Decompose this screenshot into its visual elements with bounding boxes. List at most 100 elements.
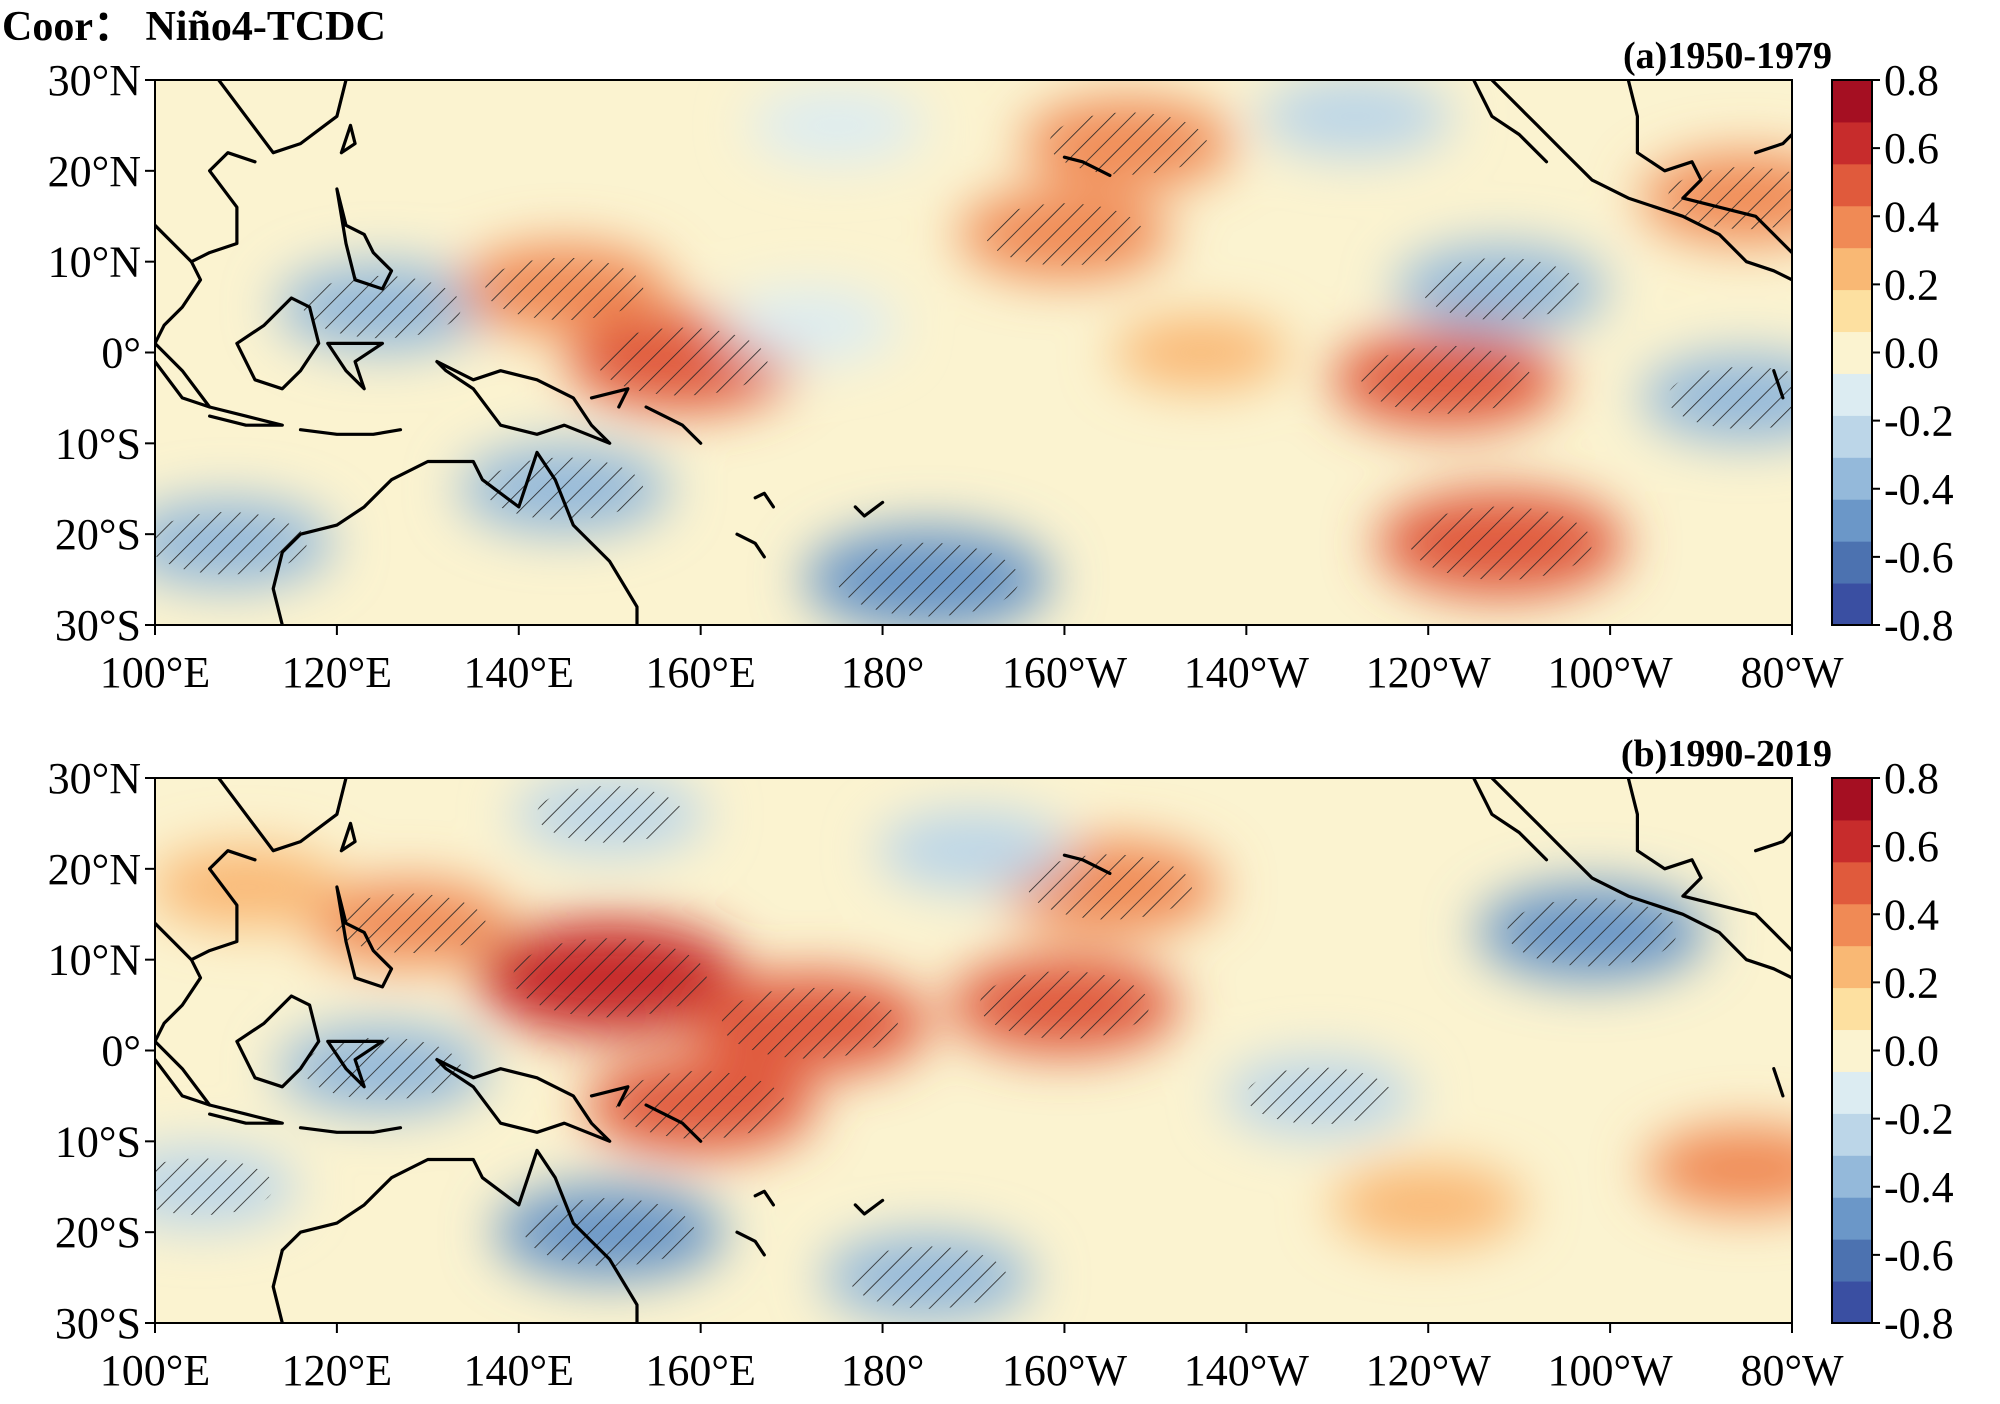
lon-tick-label: 80°W	[1740, 648, 1844, 697]
coastline-19	[1062, 853, 1112, 875]
coastline-22	[1626, 80, 1792, 255]
significance-hatch-1	[303, 275, 462, 339]
coastline-10	[298, 1126, 403, 1134]
colorbar: 0.8 0.6 0.4 0.2 0.0 -0.2 -0.4 -0.6 -0.8	[1831, 754, 1954, 1348]
panel-label: (a)1950-1979	[1623, 35, 1832, 77]
colorbar-swatch	[1832, 1155, 1872, 1198]
colorbar-tick-label: -0.6	[1884, 533, 1954, 582]
coastline-12	[589, 1085, 630, 1107]
colorbar-swatch	[1832, 1071, 1872, 1114]
coastline-3	[189, 849, 257, 962]
significance-hatch-12	[1506, 898, 1677, 967]
colorbar-swatch	[1832, 583, 1872, 626]
significance-hatch-17	[155, 1158, 274, 1216]
coastline-18	[271, 1248, 284, 1323]
significance-hatch-5	[1049, 112, 1208, 175]
colorbar-swatch	[1832, 121, 1872, 165]
significance-hatch-1	[512, 938, 707, 1018]
colorbar-swatch	[1832, 247, 1872, 291]
coastline-10	[298, 428, 403, 436]
coastline-14	[753, 491, 775, 509]
colorbar-tick-label: -0.2	[1884, 397, 1954, 446]
anomaly-patch-15	[749, 89, 926, 162]
colorbar-swatch	[1832, 945, 1872, 989]
coastline-7	[326, 1039, 384, 1089]
lon-tick-label: 120°W	[1366, 1346, 1492, 1395]
colorbar-tick-label: 0.6	[1884, 124, 1939, 173]
coastline-5	[335, 885, 394, 989]
colorbar-tick-label: 0.4	[1884, 890, 1939, 939]
lat-tick-label: 10°N	[48, 936, 141, 985]
colorbar-swatch	[1832, 499, 1872, 542]
significance-hatch-3	[979, 971, 1150, 1040]
significance-hatch-10	[485, 457, 644, 520]
significance-hatch-7	[1361, 345, 1532, 414]
lat-tick-label: 10°N	[48, 238, 141, 287]
lon-tick-label: 160°E	[645, 1346, 755, 1395]
coastline-24	[1754, 830, 1792, 853]
colorbar-tick-label: 0.4	[1884, 192, 1939, 241]
colorbar-tick-label: -0.2	[1884, 1095, 1954, 1144]
coastline-24	[1754, 132, 1792, 155]
coastline-21	[1490, 778, 1792, 980]
anomaly-patch-13	[1331, 1164, 1526, 1246]
coastline-23	[1772, 369, 1785, 400]
colorbar-tick-label: 0.0	[1884, 1027, 1939, 1076]
colorbar-tick-label: 0.0	[1884, 329, 1939, 378]
significance-hatch-9	[837, 542, 1020, 617]
lon-tick-label: 140°W	[1184, 648, 1310, 697]
coastline-22	[1626, 778, 1792, 953]
coastline-13	[644, 405, 703, 445]
significance-hatch-6	[1421, 257, 1580, 321]
coastline-11	[435, 1058, 612, 1143]
colorbar-swatch	[1832, 457, 1872, 500]
map-panel-b: (b)1990-201930°N20°N10°N0°10°S20°S30°S10…	[48, 733, 1954, 1395]
coastline-17	[280, 1148, 639, 1323]
lon-tick-label: 100°W	[1548, 648, 1674, 697]
coastline-20	[1472, 778, 1549, 862]
colorbar-tick-label: -0.6	[1884, 1231, 1954, 1280]
coastline-2	[155, 921, 203, 1043]
coastline-1	[217, 778, 348, 853]
colorbar-swatch	[1832, 205, 1872, 249]
significance-hatch-11	[536, 785, 683, 843]
colorbar-swatch	[1832, 861, 1872, 905]
anomaly-patch-13	[1112, 316, 1289, 389]
colorbar-tick-label: -0.4	[1884, 1163, 1954, 1212]
coastline-20	[1472, 80, 1549, 164]
colorbar-swatch	[1832, 373, 1872, 416]
significance-hatch-5	[615, 1071, 786, 1139]
panel-label: (b)1990-2019	[1621, 733, 1832, 775]
coastline-2	[155, 223, 203, 345]
lon-tick-label: 100°E	[100, 1346, 210, 1395]
lon-tick-label: 120°W	[1366, 648, 1492, 697]
map-panel-a: (a)1950-197930°N20°N10°N0°10°S20°S30°S10…	[48, 35, 1954, 697]
colorbar-tick-label: 0.6	[1884, 822, 1939, 871]
lon-tick-label: 120°E	[282, 1346, 392, 1395]
colorbar-swatch	[1832, 1197, 1872, 1240]
lon-tick-label: 140°W	[1184, 1346, 1310, 1395]
lat-tick-label: 30°N	[48, 754, 141, 803]
lon-tick-label: 180°	[841, 648, 925, 697]
significance-hatch-10	[849, 1246, 1008, 1309]
lon-tick-label: 100°W	[1548, 1346, 1674, 1395]
lon-tick-label: 160°W	[1002, 648, 1128, 697]
significance-hatch-8	[303, 1037, 462, 1100]
coastline-5	[335, 187, 394, 291]
coastline-4	[339, 123, 357, 155]
colorbar-swatch	[1832, 415, 1872, 458]
significance-hatch-3	[597, 327, 768, 396]
colorbar: 0.8 0.6 0.4 0.2 0.0 -0.2 -0.4 -0.6 -0.8	[1831, 56, 1954, 650]
lon-tick-label: 140°E	[464, 1346, 574, 1395]
significance-hatch-8	[1409, 506, 1592, 581]
coastline-18	[271, 550, 284, 625]
anomaly-patch-16	[876, 810, 1071, 892]
colorbar-swatch	[1832, 1239, 1872, 1282]
coastline-3	[189, 151, 257, 264]
colorbar-swatch	[1832, 163, 1872, 207]
coastline-19	[1062, 155, 1112, 177]
significance-hatch-4	[985, 203, 1144, 266]
significance-hatch-15	[1246, 1067, 1393, 1125]
coastline-17	[280, 450, 639, 625]
